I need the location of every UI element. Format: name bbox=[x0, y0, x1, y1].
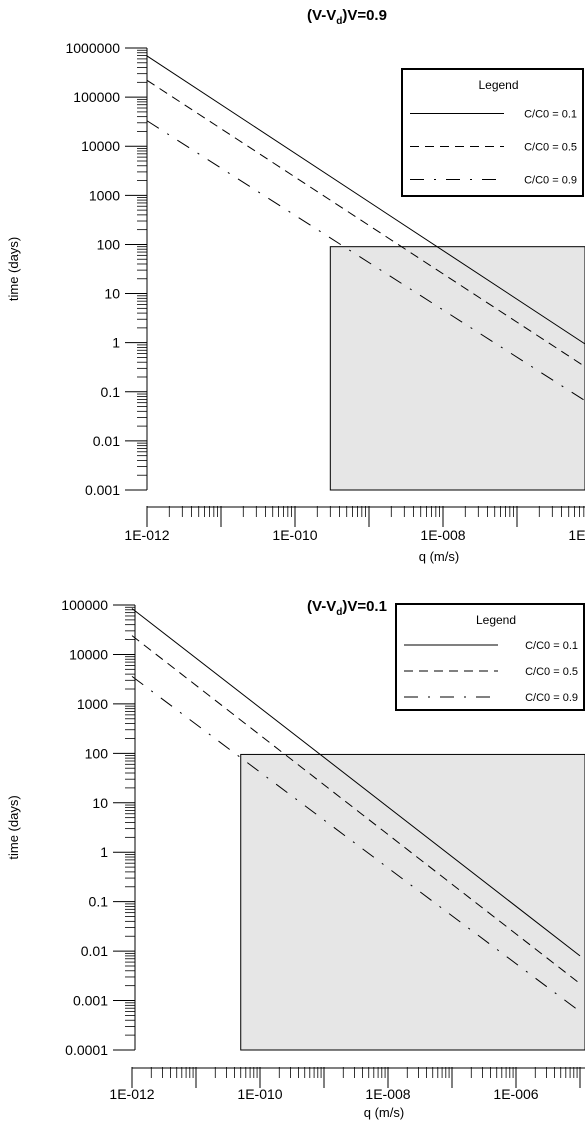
y-tick-label: 100 bbox=[85, 745, 109, 761]
legend-title: Legend bbox=[478, 78, 518, 92]
series-line-1 bbox=[131, 608, 581, 957]
y-tick-label: 100000 bbox=[73, 89, 120, 105]
y-tick-label: 1000 bbox=[77, 696, 108, 712]
shaded-region bbox=[329, 246, 585, 491]
y-tick-label: 1 bbox=[112, 335, 120, 351]
legend-entry-label: C/C0 = 0.9 bbox=[524, 175, 577, 187]
legend-entry-label: C/C0 = 0.1 bbox=[525, 640, 578, 652]
y-tick-label: 1000000 bbox=[65, 40, 120, 56]
legend: Legend C/C0 = 0.1 C/C0 = 0.5 C/C0 = 0.9 bbox=[395, 603, 585, 711]
series-line-3 bbox=[146, 120, 585, 402]
x-axis-label: q (m/s) bbox=[364, 1105, 404, 1120]
y-tick-label: 0.01 bbox=[93, 433, 120, 449]
y-tick-label: 0.01 bbox=[81, 943, 108, 959]
legend-entry-label: C/C0 = 0.1 bbox=[524, 109, 577, 121]
y-tick-label: 10 bbox=[92, 795, 108, 811]
y-tick-label: 1 bbox=[100, 844, 108, 860]
legend-box bbox=[401, 68, 584, 197]
chart-title-suffix: )V=0.1 bbox=[342, 598, 387, 615]
legend-entry-label: C/C0 = 0.9 bbox=[525, 692, 578, 704]
legend: Legend C/C0 = 0.1 C/C0 = 0.5 C/C0 = 0.9 bbox=[401, 68, 584, 197]
legend-entry-label: C/C0 = 0.5 bbox=[524, 142, 577, 154]
x-tick-label: 1E-008 bbox=[420, 527, 465, 543]
y-tick-label: 0.001 bbox=[73, 993, 108, 1009]
x-tick-label: 1E-010 bbox=[272, 527, 317, 543]
series-line-1 bbox=[146, 55, 585, 345]
x-axis-label: q (m/s) bbox=[419, 549, 459, 564]
y-tick-label: 0.001 bbox=[85, 482, 120, 498]
x-tick-label: 1E-006 bbox=[568, 527, 585, 543]
y-axis-label: time (days) bbox=[6, 795, 21, 859]
y-tick-label: 100 bbox=[97, 236, 121, 252]
y-tick-label: 0.1 bbox=[89, 894, 109, 910]
chart-title-subscript: d bbox=[336, 607, 342, 618]
chart-title: (V-Vd)V=0.1 bbox=[307, 598, 387, 618]
chart-1: (V-Vd)V=0.9 1000000 100000 10000 1000 100 10 1 0… bbox=[6, 7, 585, 564]
y-tick-label: 100000 bbox=[61, 597, 108, 613]
chart-2: (V-Vd)V=0.1 100000 10000 1000 100 10 1 0.1 0.01 0… bbox=[6, 597, 585, 1120]
shaded-region bbox=[240, 753, 585, 1051]
y-tick-label: 10000 bbox=[69, 646, 108, 662]
y-tick-label: 1000 bbox=[89, 187, 120, 203]
x-tick-label: 1E-012 bbox=[124, 527, 169, 543]
series-line-2 bbox=[131, 635, 581, 985]
x-tick-label: 1E-008 bbox=[365, 1086, 410, 1102]
y-axis-label: time (days) bbox=[6, 237, 21, 301]
chart-title-subscript: d bbox=[336, 16, 342, 27]
chart-title-prefix: (V-V bbox=[307, 7, 336, 24]
x-tick-label: 1E-006 bbox=[493, 1086, 538, 1102]
x-tick-label: 1E-010 bbox=[237, 1086, 282, 1102]
chart-title-suffix: )V=0.9 bbox=[342, 7, 387, 24]
y-tick-label: 0.1 bbox=[101, 384, 121, 400]
y-tick-label: 10 bbox=[104, 286, 120, 302]
legend-entry-label: C/C0 = 0.5 bbox=[525, 666, 578, 678]
legend-title: Legend bbox=[476, 613, 516, 627]
chart-title: (V-Vd)V=0.9 bbox=[307, 7, 387, 27]
y-tick-label: 0.0001 bbox=[65, 1042, 108, 1058]
series-line-2 bbox=[146, 79, 585, 368]
y-tick-label: 10000 bbox=[81, 138, 120, 154]
chart-title-prefix: (V-V bbox=[307, 598, 336, 615]
x-tick-label: 1E-012 bbox=[109, 1086, 154, 1102]
legend-box bbox=[395, 603, 585, 711]
